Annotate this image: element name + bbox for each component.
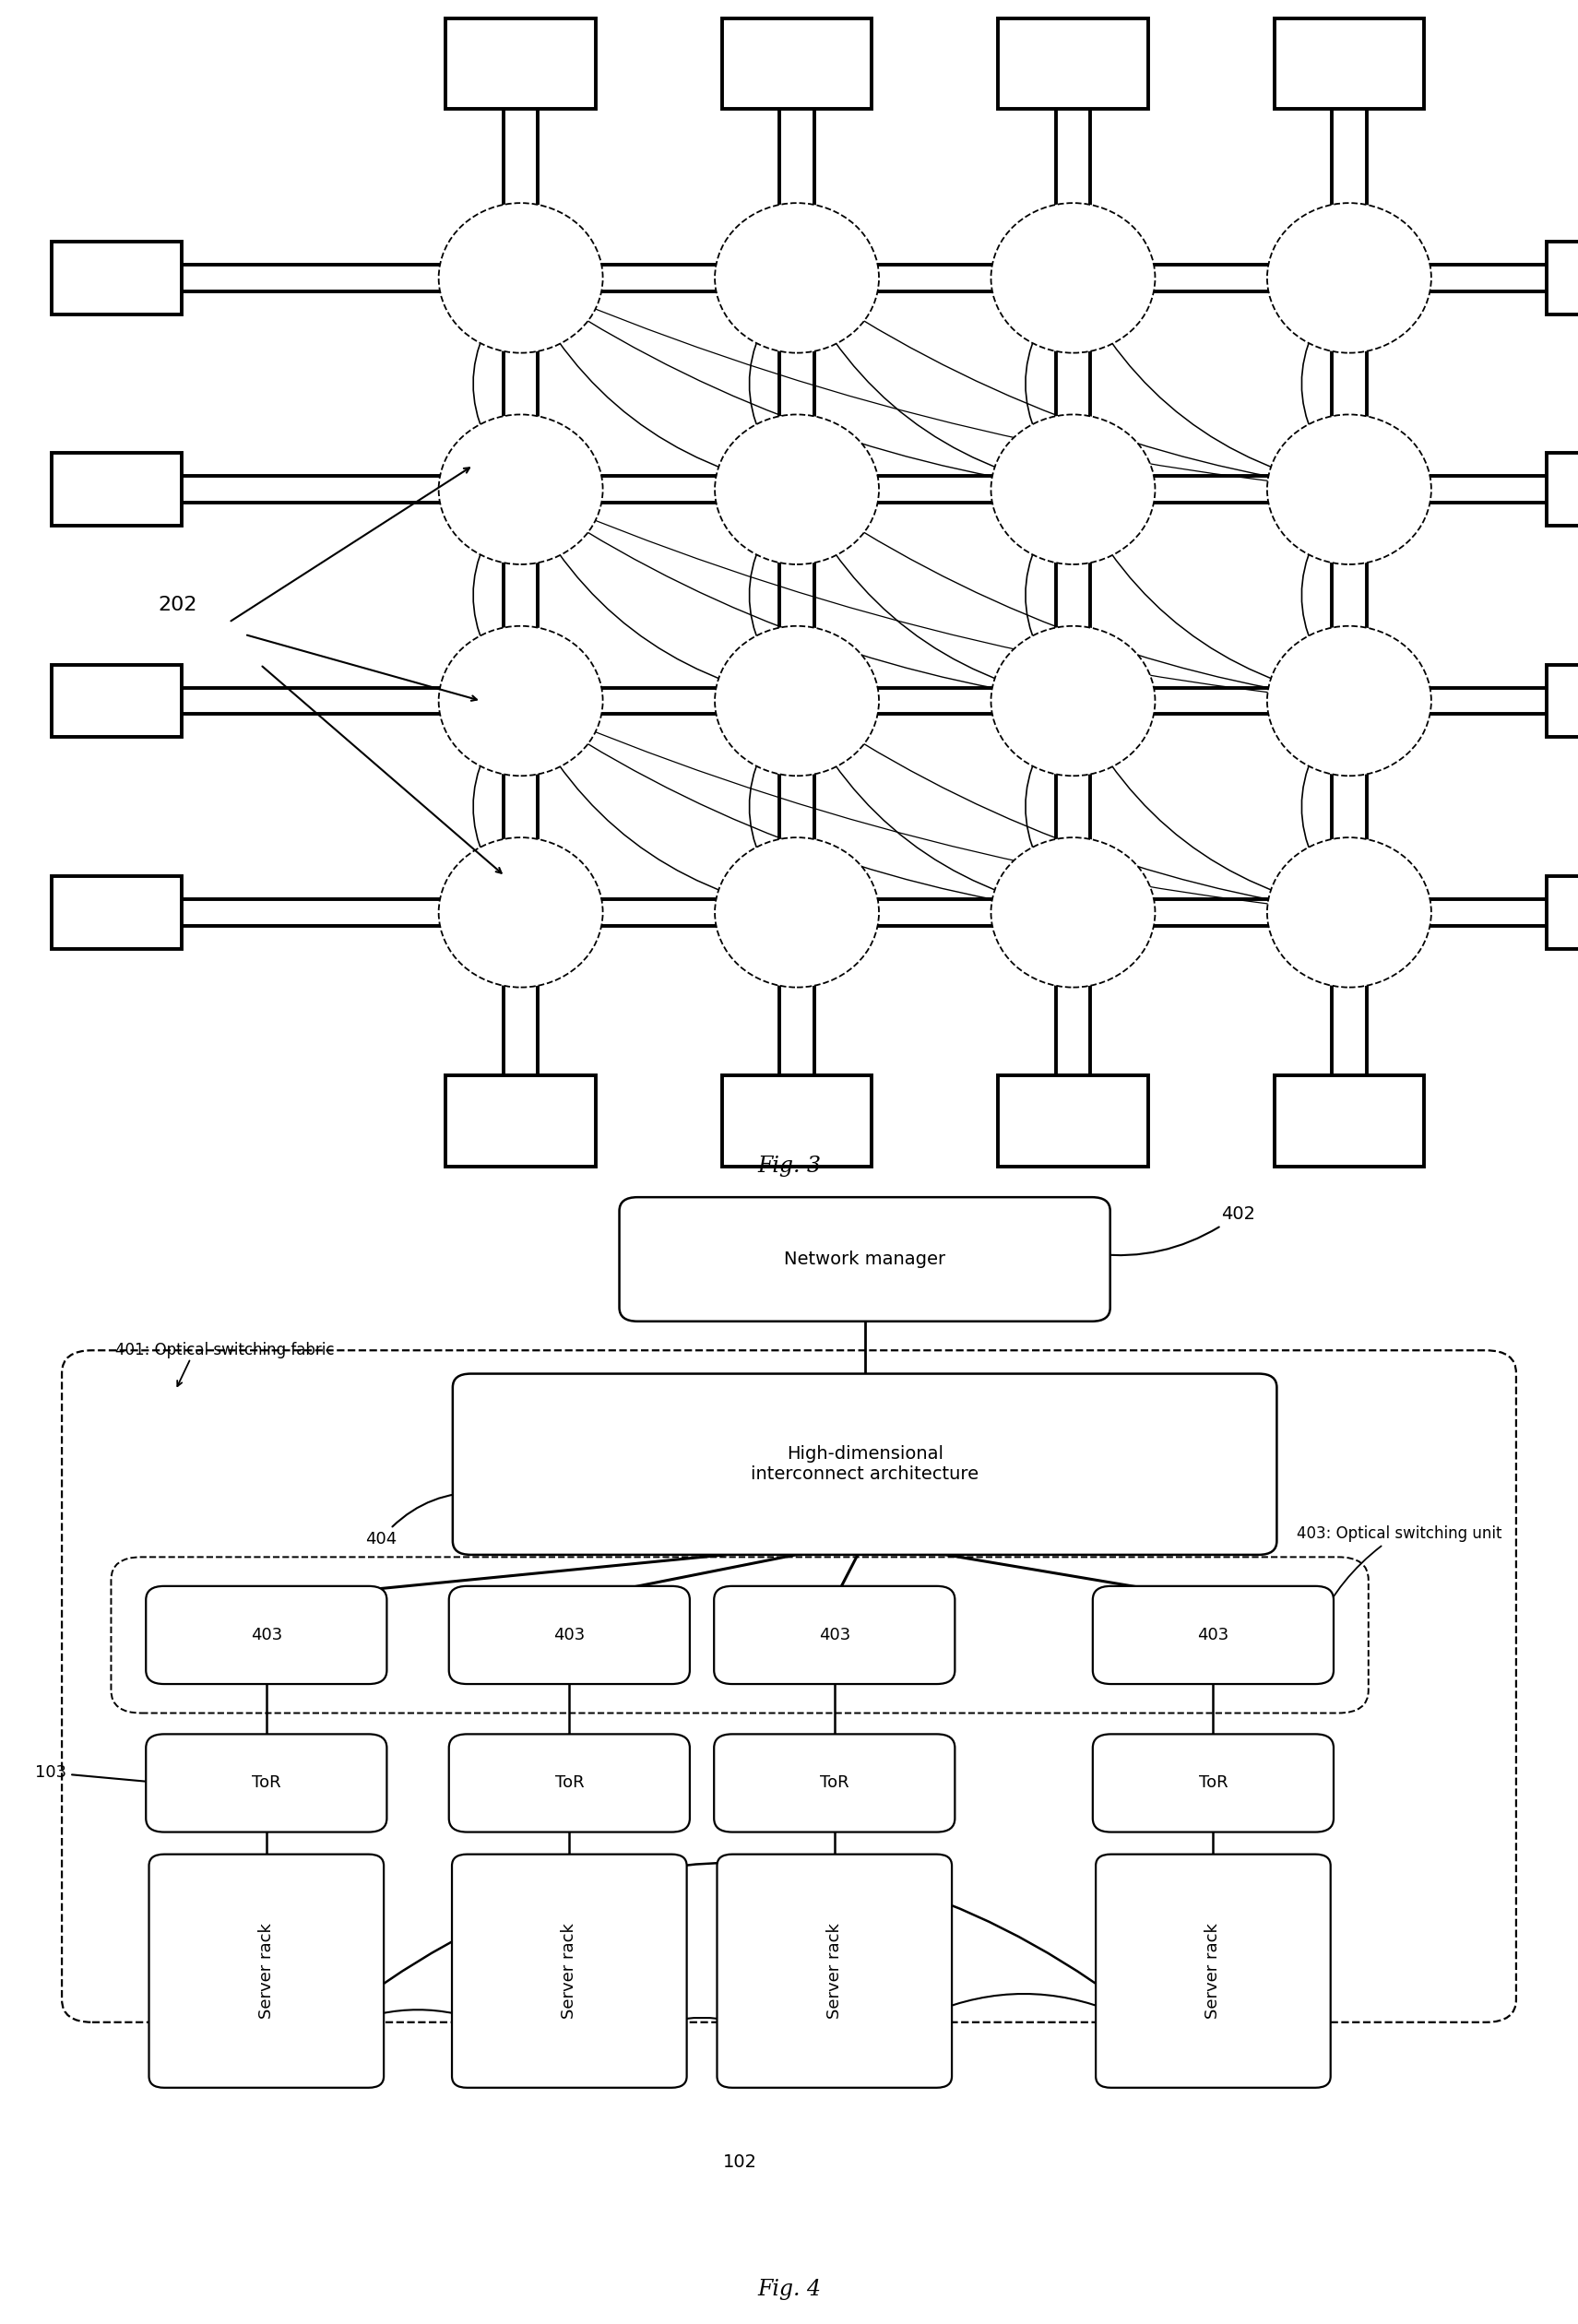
FancyBboxPatch shape <box>145 1734 387 1831</box>
Ellipse shape <box>991 837 1155 988</box>
Bar <box>999 1076 1149 1167</box>
FancyBboxPatch shape <box>1092 1734 1333 1831</box>
Bar <box>1275 19 1425 109</box>
FancyBboxPatch shape <box>448 1734 690 1831</box>
Ellipse shape <box>1267 414 1431 565</box>
FancyBboxPatch shape <box>1092 1585 1333 1685</box>
Text: Server rack: Server rack <box>259 1922 275 2020</box>
Bar <box>1275 1076 1425 1167</box>
FancyBboxPatch shape <box>148 1855 383 2087</box>
FancyBboxPatch shape <box>453 1373 1277 1555</box>
FancyBboxPatch shape <box>451 1855 686 2087</box>
Ellipse shape <box>1267 837 1431 988</box>
Text: 403: 403 <box>1198 1627 1229 1643</box>
Bar <box>723 1076 873 1167</box>
Ellipse shape <box>991 414 1155 565</box>
Text: 403: 403 <box>819 1627 851 1643</box>
FancyBboxPatch shape <box>448 1585 690 1685</box>
Text: Network manager: Network manager <box>784 1250 945 1269</box>
Text: High-dimensional
interconnect architecture: High-dimensional interconnect architectu… <box>751 1446 978 1483</box>
FancyBboxPatch shape <box>1095 1855 1330 2087</box>
Bar <box>52 242 181 314</box>
Bar <box>1546 453 1578 525</box>
Text: ToR: ToR <box>821 1776 849 1792</box>
Bar <box>1546 876 1578 948</box>
Bar <box>1546 242 1578 314</box>
Text: Fig. 3: Fig. 3 <box>757 1155 821 1176</box>
Bar <box>445 19 596 109</box>
Ellipse shape <box>991 625 1155 776</box>
Bar <box>1546 665 1578 737</box>
Ellipse shape <box>715 625 879 776</box>
FancyBboxPatch shape <box>619 1197 1111 1322</box>
Text: Fig. 4: Fig. 4 <box>757 2280 821 2301</box>
Text: 401: Optical switching fabric: 401: Optical switching fabric <box>115 1341 335 1360</box>
Ellipse shape <box>715 837 879 988</box>
Text: 103: 103 <box>35 1764 159 1785</box>
Ellipse shape <box>715 202 879 353</box>
Ellipse shape <box>715 414 879 565</box>
Ellipse shape <box>439 202 603 353</box>
Bar <box>52 876 181 948</box>
Bar <box>52 665 181 737</box>
Text: 403: 403 <box>251 1627 282 1643</box>
Ellipse shape <box>439 414 603 565</box>
Bar <box>999 19 1149 109</box>
Ellipse shape <box>1267 625 1431 776</box>
Text: ToR: ToR <box>555 1776 584 1792</box>
Text: 402: 402 <box>1097 1206 1255 1257</box>
Text: 403: Optical switching unit: 403: Optical switching unit <box>1297 1525 1502 1624</box>
FancyBboxPatch shape <box>716 1855 952 2087</box>
Text: ToR: ToR <box>1199 1776 1228 1792</box>
Bar <box>723 19 873 109</box>
Bar <box>445 1076 596 1167</box>
Text: 202: 202 <box>158 595 197 614</box>
Text: 404: 404 <box>365 1490 481 1548</box>
Text: Server rack: Server rack <box>1206 1922 1221 2020</box>
Text: 102: 102 <box>723 2152 757 2171</box>
Text: Server rack: Server rack <box>562 1922 578 2020</box>
Ellipse shape <box>439 837 603 988</box>
Ellipse shape <box>991 202 1155 353</box>
FancyBboxPatch shape <box>110 1557 1368 1713</box>
FancyBboxPatch shape <box>713 1585 955 1685</box>
Text: ToR: ToR <box>252 1776 281 1792</box>
FancyBboxPatch shape <box>62 1350 1516 2022</box>
Ellipse shape <box>1267 202 1431 353</box>
Text: Server rack: Server rack <box>827 1922 843 2020</box>
FancyBboxPatch shape <box>713 1734 955 1831</box>
FancyBboxPatch shape <box>145 1585 387 1685</box>
Text: 403: 403 <box>554 1627 585 1643</box>
Ellipse shape <box>439 625 603 776</box>
Bar <box>52 453 181 525</box>
